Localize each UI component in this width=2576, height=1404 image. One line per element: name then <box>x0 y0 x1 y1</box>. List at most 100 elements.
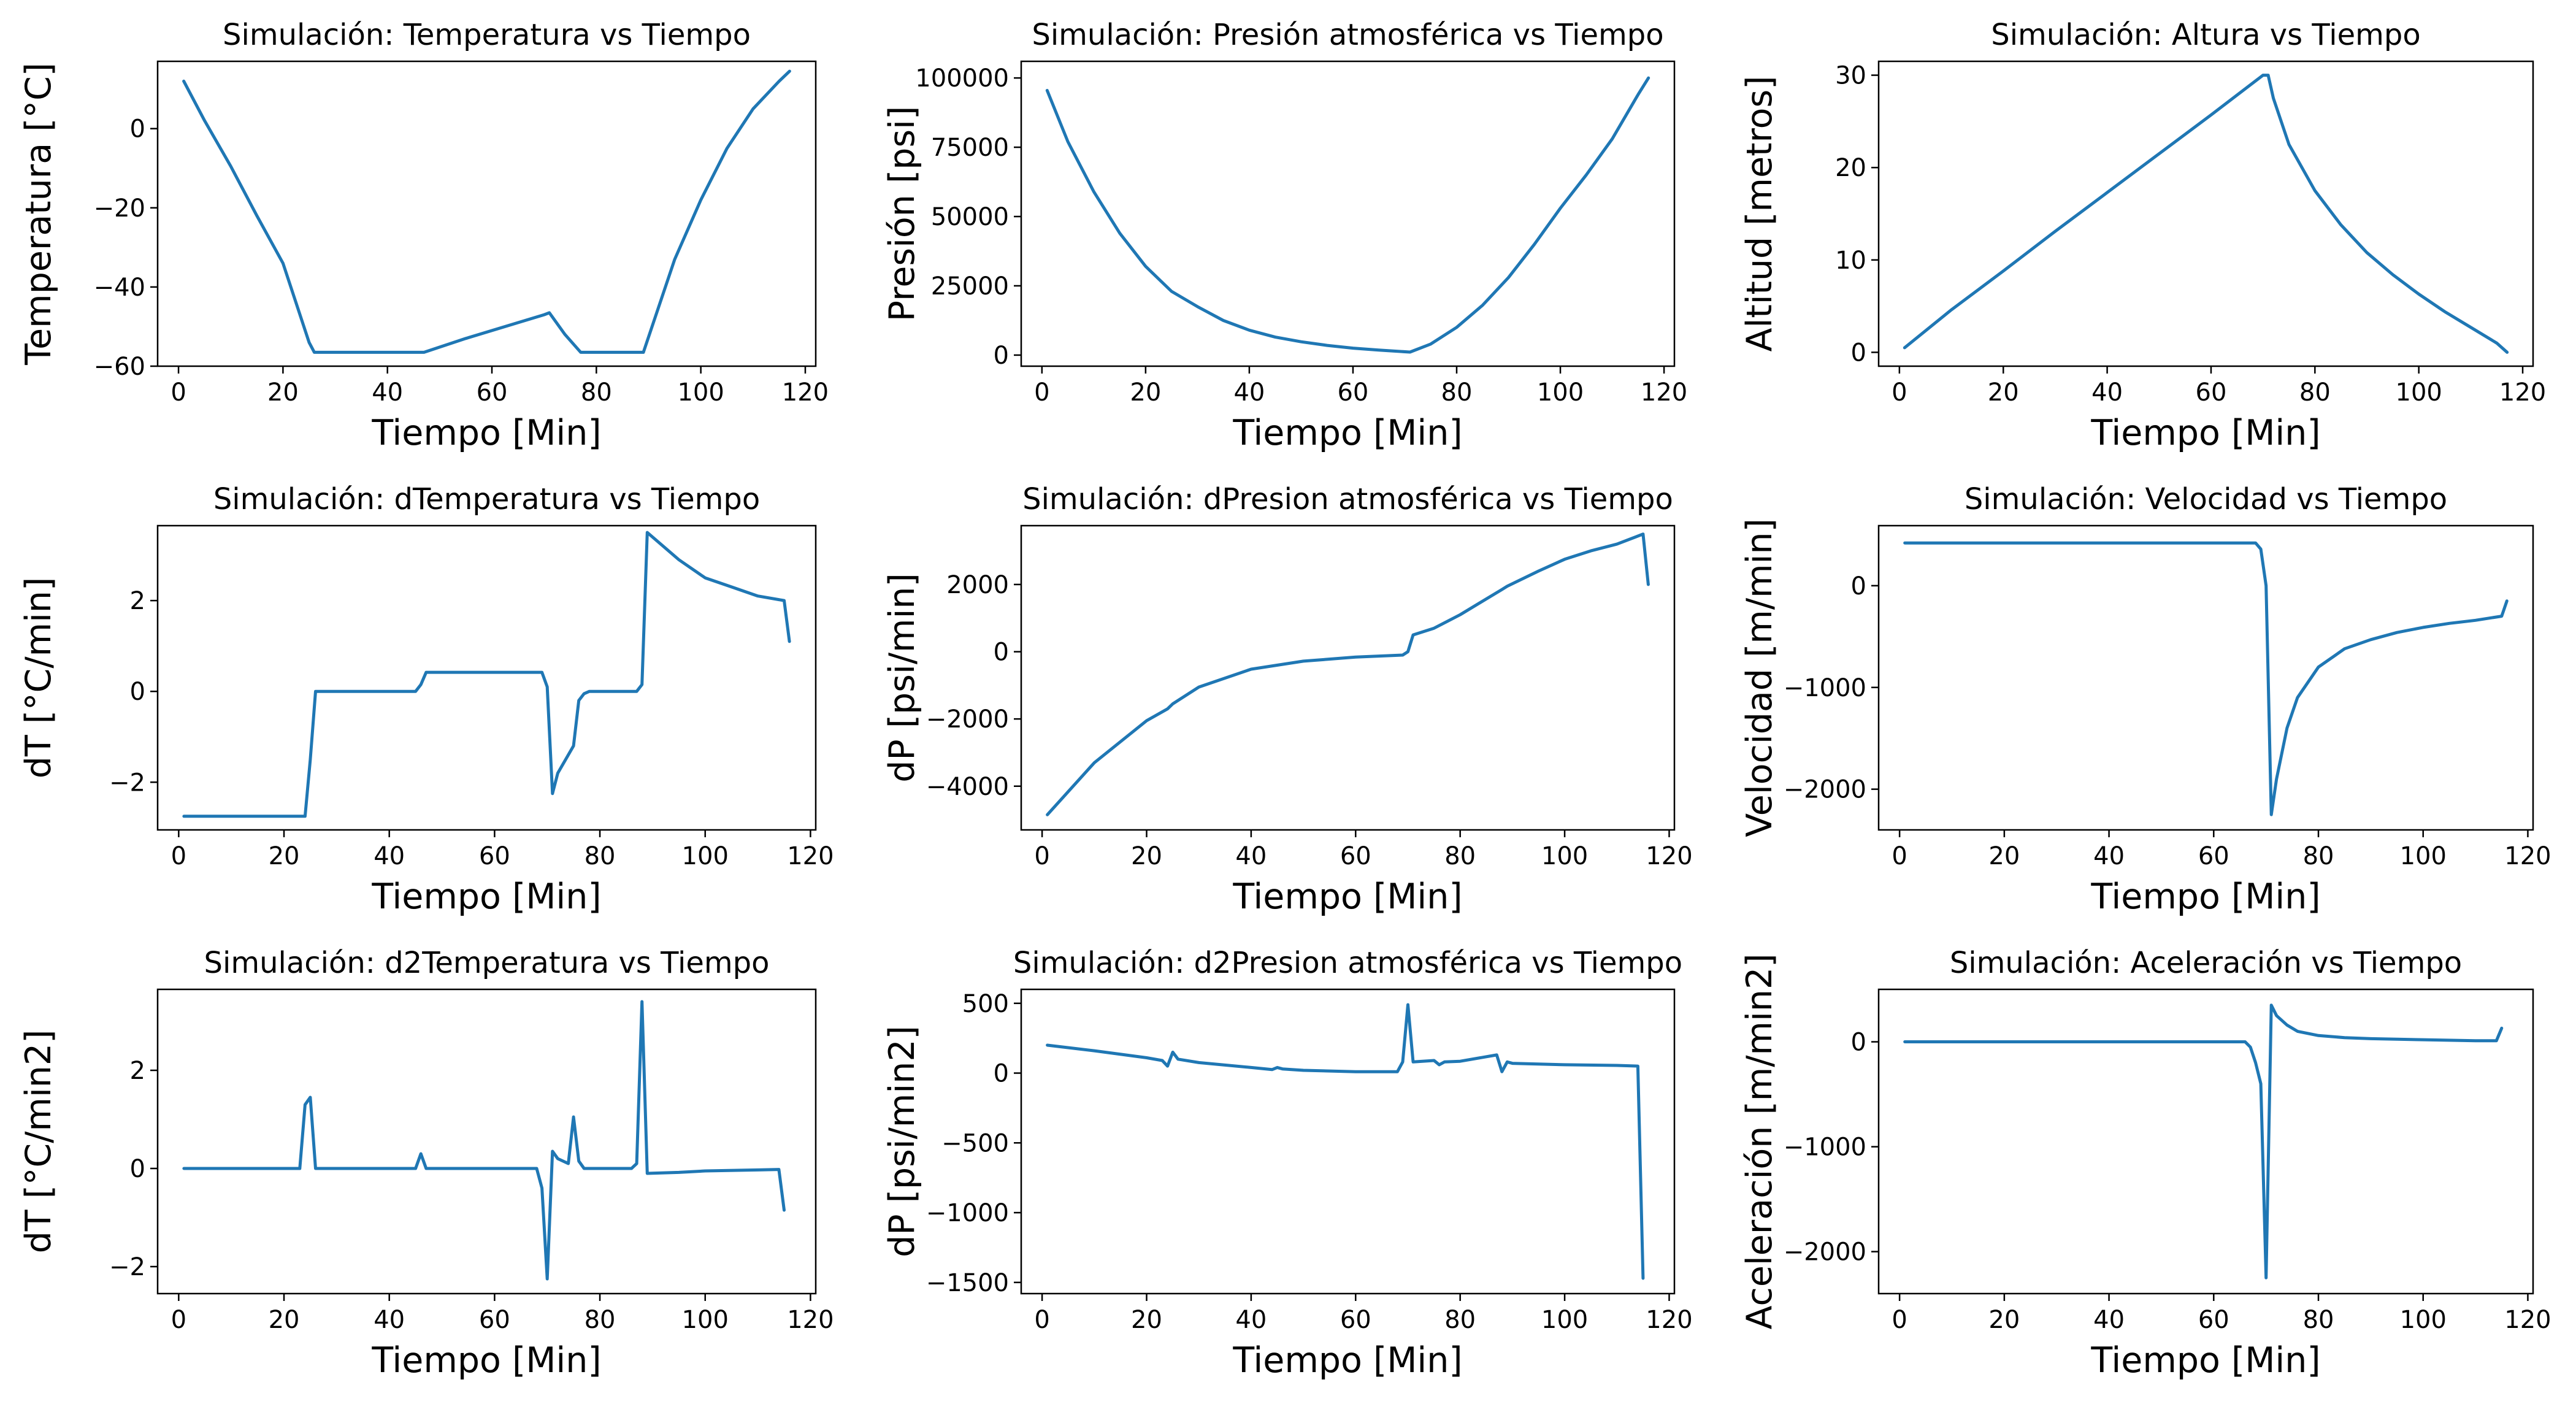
y-tick-label: 25000 <box>931 272 1009 301</box>
y-axis-label: dP [psi/min] <box>882 573 922 783</box>
x-tick-label: 100 <box>2400 842 2447 870</box>
x-tick-label: 100 <box>677 378 724 407</box>
x-tick-label: 100 <box>1541 842 1588 870</box>
x-tick-label: 120 <box>2504 1306 2551 1334</box>
x-tick-label: 120 <box>787 842 834 870</box>
subplot-1: 0 20 40 60 80 100 120 −60 −40 −20 0 Simulación: Tem… <box>18 18 829 453</box>
y-tick-label: 0 <box>994 1060 1009 1088</box>
x-tick-label: 40 <box>1235 842 1267 870</box>
subplot-3: 0 20 40 60 80 100 120 0 10 20 30 Simulación: Altura… <box>1739 18 2546 453</box>
x-tick-label: 20 <box>1988 378 2019 407</box>
y-tick-label: 100000 <box>915 64 1009 93</box>
x-tick-label: 0 <box>1034 1306 1049 1334</box>
y-tick-label: −20 <box>94 194 145 223</box>
subplot-6: 0 20 40 60 80 100 120 −2000 −1000 0 Simulación: Ve… <box>1739 482 2551 917</box>
y-axis-label: Temperatura [°C] <box>18 63 59 366</box>
chart-title: Simulación: Velocidad vs Tiempo <box>1965 482 2447 516</box>
x-axis-label: Tiempo [Min] <box>1232 413 1462 453</box>
plot-frame <box>1020 524 1676 831</box>
x-tick-label: 120 <box>2504 842 2551 870</box>
x-axis-label: Tiempo [Min] <box>2090 877 2320 917</box>
plot-frame <box>1877 988 2534 1295</box>
y-tick-label: −1500 <box>926 1269 1009 1297</box>
x-tick-label: 120 <box>1641 378 1687 407</box>
x-tick-label: 80 <box>1441 378 1473 407</box>
x-tick-label: 20 <box>1131 1306 1162 1334</box>
y-axis-label: Velocidad [m/min] <box>1739 518 1780 837</box>
x-tick-label: 80 <box>1444 1306 1476 1334</box>
y-tick-label: 30 <box>1835 62 1866 90</box>
plot-frame <box>1877 524 2534 831</box>
subplot-7: 0 20 40 60 80 100 120 −2 0 2 Simulación: d2Tempera… <box>18 946 834 1381</box>
x-axis-label: Tiempo [Min] <box>371 413 601 453</box>
y-tick-label: −2000 <box>1784 1238 1866 1267</box>
y-tick-label: 2000 <box>946 571 1009 599</box>
x-tick-label: 60 <box>477 378 508 407</box>
x-tick-label: 40 <box>374 842 405 870</box>
x-axis-label: Tiempo [Min] <box>2090 413 2320 453</box>
plot-frame <box>1020 988 1676 1295</box>
y-tick-label: 2 <box>130 1057 145 1085</box>
x-tick-label: 0 <box>1892 842 1907 870</box>
y-tick-label: 10 <box>1835 247 1866 275</box>
chart-title: Simulación: dTemperatura vs Tiempo <box>213 482 760 516</box>
y-tick-label: −500 <box>941 1129 1009 1157</box>
x-tick-label: 0 <box>1034 842 1049 870</box>
y-tick-label: −2000 <box>1784 776 1866 804</box>
x-axis-label: Tiempo [Min] <box>1232 877 1462 917</box>
x-axis-label: Tiempo [Min] <box>371 1340 601 1381</box>
x-tick-label: 60 <box>2196 378 2227 407</box>
chart-title: Simulación: Presión atmosférica vs Tiemp… <box>1032 18 1663 52</box>
series-line <box>1903 1003 2504 1279</box>
x-tick-label: 120 <box>1646 1306 1692 1334</box>
y-axis-label: Altitud [metros] <box>1739 76 1780 352</box>
y-tick-label: 0 <box>1851 1029 1866 1057</box>
y-axis-label: dT [°C/min] <box>18 577 59 779</box>
y-tick-label: −1000 <box>1784 674 1866 702</box>
x-tick-label: 100 <box>1537 378 1584 407</box>
y-tick-label: 0 <box>130 1155 145 1183</box>
x-tick-label: 120 <box>1646 842 1692 870</box>
x-tick-label: 40 <box>2091 378 2123 407</box>
x-tick-label: 20 <box>269 842 300 870</box>
series-line <box>182 69 791 354</box>
x-tick-label: 60 <box>479 1306 510 1334</box>
x-tick-label: 80 <box>2299 378 2331 407</box>
chart-title: Simulación: d2Presion atmosférica vs Tie… <box>1013 946 1682 980</box>
chart-title: Simulación: Aceleración vs Tiempo <box>1950 946 2462 980</box>
x-tick-label: 100 <box>2396 378 2442 407</box>
x-tick-label: 0 <box>171 378 186 407</box>
y-tick-label: 0 <box>994 342 1009 370</box>
y-axis-label: Aceleración [m/min2] <box>1739 954 1780 1330</box>
subplot-4: 0 20 40 60 80 100 120 −2 0 2 Simulación: dTemperat… <box>18 482 834 917</box>
series-line <box>1045 76 1650 354</box>
x-tick-label: 80 <box>1444 842 1476 870</box>
subplot-8: 0 20 40 60 80 100 120 −1500 −1000 −500 0 500Simulac… <box>882 946 1693 1381</box>
x-tick-label: 100 <box>682 1306 729 1334</box>
x-tick-label: 120 <box>782 378 829 407</box>
y-tick-label: 500 <box>962 990 1009 1018</box>
x-tick-label: 20 <box>1988 1306 2020 1334</box>
y-tick-label: −40 <box>94 274 145 302</box>
y-tick-label: 0 <box>1851 572 1866 600</box>
y-axis-label: dP [psi/min2] <box>882 1026 922 1257</box>
plot-frame <box>156 60 817 367</box>
y-tick-label: −2 <box>109 769 145 797</box>
x-tick-label: 40 <box>372 378 403 407</box>
subplot-5: 0 20 40 60 80 100 120 −4000 −2000 0 2000 Simulación… <box>882 482 1693 917</box>
series-line <box>1046 1003 1645 1280</box>
x-tick-label: 60 <box>2198 842 2229 870</box>
x-tick-label: 60 <box>2198 1306 2229 1334</box>
x-tick-label: 40 <box>2093 842 2125 870</box>
x-tick-label: 80 <box>2303 1306 2334 1334</box>
y-tick-label: −2 <box>109 1253 145 1281</box>
x-tick-label: 120 <box>787 1306 834 1334</box>
y-tick-label: 50000 <box>931 203 1009 231</box>
x-tick-label: 100 <box>682 842 729 870</box>
x-tick-label: 40 <box>1235 1306 1267 1334</box>
y-tick-label: −2000 <box>926 705 1009 734</box>
y-tick-label: 0 <box>1851 339 1866 367</box>
y-tick-label: 0 <box>130 115 145 144</box>
x-tick-label: 20 <box>269 1306 300 1334</box>
x-tick-label: 0 <box>171 842 186 870</box>
